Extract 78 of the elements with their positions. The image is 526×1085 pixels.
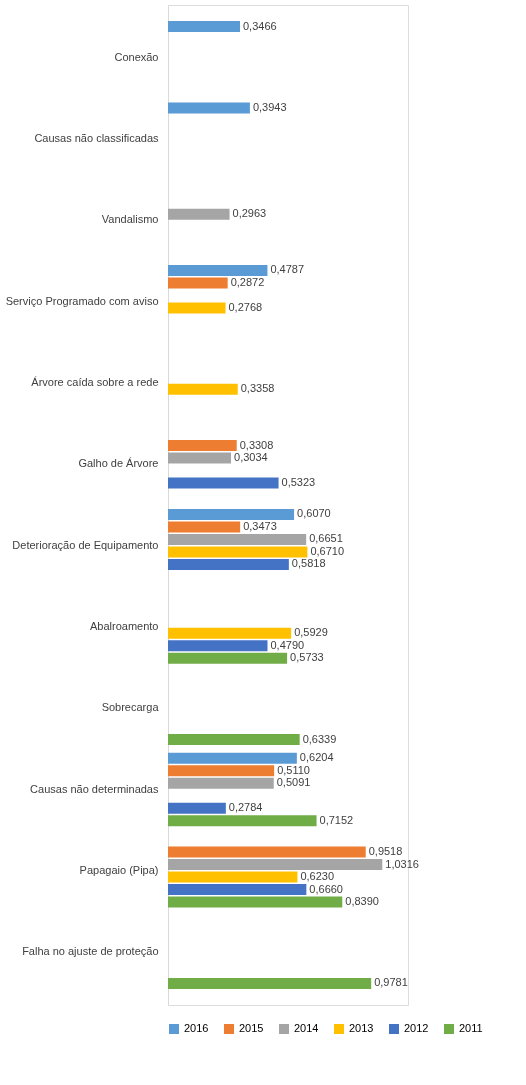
bar xyxy=(168,734,300,746)
bar xyxy=(168,627,292,639)
data-label: 0,6339 xyxy=(302,732,337,745)
bar xyxy=(168,640,268,652)
y-tick-label: Falha no ajuste de proteção xyxy=(22,945,159,958)
bar xyxy=(168,452,232,464)
data-label: 0,3034 xyxy=(234,451,268,464)
bar xyxy=(168,102,250,114)
legend-label: 2015 xyxy=(239,1022,264,1034)
data-label: 0,5818 xyxy=(291,557,326,570)
y-tick-label: Serviço Programado com aviso xyxy=(5,294,159,307)
data-label: 1,0316 xyxy=(385,857,419,870)
data-label: 0,3473 xyxy=(243,519,277,532)
bar xyxy=(168,546,308,558)
bar xyxy=(168,264,268,276)
y-tick-label: Galho de Árvore xyxy=(78,457,159,470)
bar xyxy=(168,558,289,570)
data-label: 0,6070 xyxy=(297,507,331,520)
bar xyxy=(168,21,240,33)
data-label: 0,3358 xyxy=(240,382,275,395)
legend-label: 2014 xyxy=(294,1022,319,1034)
data-label: 0,6204 xyxy=(299,751,334,764)
data-label: 0,2963 xyxy=(232,207,267,220)
bar xyxy=(168,302,226,314)
bar xyxy=(168,277,228,289)
bar xyxy=(168,884,307,896)
y-tick-label: Deterioração de Equipamento xyxy=(12,538,159,551)
bar xyxy=(168,652,288,664)
bar xyxy=(168,521,241,533)
data-label: 0,4790 xyxy=(270,638,305,651)
data-label: 0,6651 xyxy=(309,532,343,545)
y-tick-label: Causas não determinadas xyxy=(30,782,159,795)
data-label: 0,9781 xyxy=(374,976,408,989)
data-label: 0,3466 xyxy=(243,19,277,32)
data-label: 0,3943 xyxy=(252,100,287,113)
bar xyxy=(168,777,274,789)
bar xyxy=(168,802,226,814)
bar xyxy=(168,815,317,827)
y-tick-label: Abalroamento xyxy=(90,619,159,632)
data-label: 0,5929 xyxy=(294,626,328,639)
y-tick-label: Vandalismo xyxy=(101,213,159,226)
bar xyxy=(168,896,343,908)
y-tick-label: Papagaio (Pipa) xyxy=(79,863,159,876)
legend-label: 2012 xyxy=(404,1022,429,1034)
bar xyxy=(168,977,372,989)
bar xyxy=(168,508,295,520)
bar xyxy=(168,765,275,777)
bar xyxy=(168,533,307,545)
data-label: 0,2784 xyxy=(228,801,263,814)
bar xyxy=(168,752,297,764)
y-tick-label: Árvore caída sobre a rede xyxy=(31,376,159,389)
bar xyxy=(168,871,298,883)
data-label: 0,5733 xyxy=(290,651,324,664)
y-tick-label: Sobrecarga xyxy=(101,701,160,714)
data-label: 0,6230 xyxy=(300,870,335,883)
data-label: 0,5323 xyxy=(281,476,316,489)
data-label: 0,6660 xyxy=(309,882,343,895)
data-label: 0,3308 xyxy=(239,438,274,451)
bar xyxy=(168,383,238,395)
data-label: 0,9518 xyxy=(368,845,403,858)
bar xyxy=(168,208,230,220)
data-label: 0,4787 xyxy=(270,263,305,276)
y-tick-label: Causas não classificadas xyxy=(34,132,159,145)
data-label: 0,7152 xyxy=(319,813,354,826)
legend-label: 2016 xyxy=(184,1022,209,1034)
data-label: 0,8390 xyxy=(345,895,379,908)
legend-label: 2013 xyxy=(349,1022,374,1034)
bar xyxy=(168,846,366,858)
legend-label: 2011 xyxy=(459,1022,483,1034)
bar xyxy=(168,859,383,871)
data-label: 0,5091 xyxy=(276,776,311,789)
y-tick-label: Conexão xyxy=(114,50,159,63)
data-label: 0,2872 xyxy=(230,275,265,288)
data-label: 0,6710 xyxy=(310,544,345,557)
data-label: 0,5110 xyxy=(277,763,310,776)
bar xyxy=(168,477,279,489)
bar xyxy=(168,440,237,452)
data-label: 0,2768 xyxy=(228,301,263,313)
